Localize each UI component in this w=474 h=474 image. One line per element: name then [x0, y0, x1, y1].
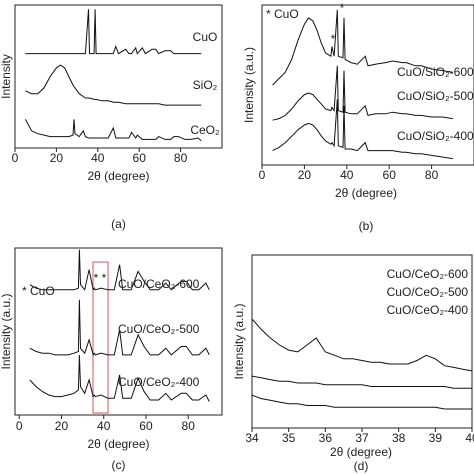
x-axis-label: 2θ (degree)	[87, 169, 149, 183]
xrd-curve	[29, 299, 210, 357]
x-tick-label: 80	[182, 419, 196, 433]
plot-frame	[14, 4, 223, 149]
series-label: CuO/CeO₂-400	[118, 375, 200, 389]
x-tick-label: 60	[139, 419, 153, 433]
series-label: CuO	[193, 30, 218, 44]
annotation: *	[340, 1, 345, 15]
panel-label: (b)	[359, 219, 374, 233]
x-tick-label: 34	[245, 431, 259, 445]
x-tick-label: 60	[383, 168, 397, 182]
y-axis-label: Intensity (a.u.)	[242, 47, 256, 123]
y-axis-label: Intensity (a.u.)	[0, 293, 13, 369]
panel-label: (a)	[111, 217, 126, 231]
x-tick-label: 38	[392, 431, 406, 445]
series-label: CuO/CeO₂-600	[118, 277, 200, 291]
series-label: CuO/CeO₂-500	[118, 322, 200, 336]
x-tick-label: 36	[319, 431, 333, 445]
xrd-curve	[251, 375, 472, 389]
x-tick-label: 20	[50, 151, 64, 165]
y-axis-label: Intensity (a.u.)	[232, 303, 246, 379]
annotation: *	[331, 32, 336, 46]
x-axis-label: 2θ (degree)	[330, 445, 392, 459]
annotation: * CuO	[22, 284, 55, 298]
xrd-curve	[29, 354, 210, 402]
panel-label: (d)	[354, 459, 369, 473]
series-label: CuO/CeO₂-600	[387, 267, 469, 281]
x-tick-label: 40	[465, 431, 474, 445]
xrd-curve	[251, 318, 473, 372]
xrd-curve	[272, 9, 453, 86]
highlight-box	[92, 261, 109, 414]
x-tick-label: 35	[282, 431, 296, 445]
x-tick-label: 40	[91, 151, 105, 165]
x-tick-label: 39	[429, 431, 443, 445]
xrd-curve	[29, 249, 210, 292]
series-label: CuO/SiO₂-400	[397, 129, 474, 143]
x-axis-label: 2θ (degree)	[87, 437, 149, 451]
x-axis-label: 2θ (degree)	[335, 186, 397, 200]
plot-frame	[261, 4, 474, 166]
xrd-curve	[251, 394, 472, 410]
x-tick-label: 80	[174, 151, 188, 165]
panel-label: (c)	[112, 458, 126, 472]
x-tick-label: 0	[259, 168, 266, 182]
x-tick-label: 20	[298, 168, 312, 182]
x-tick-label: 60	[133, 151, 147, 165]
xrd-curve	[272, 99, 453, 160]
xrd-curve	[25, 64, 202, 106]
x-tick-label: 80	[425, 168, 439, 182]
x-tick-label: 37	[355, 431, 369, 445]
series-label: CuO/SiO₂-500	[397, 89, 474, 103]
series-label: CuO/CeO₂-400	[387, 303, 469, 317]
x-tick-label: 40	[340, 168, 354, 182]
xrd-curve	[24, 119, 202, 142]
annotation: * CuO	[266, 7, 299, 21]
y-axis-label: Intensity	[0, 54, 13, 99]
series-label: CuO/CeO₂-500	[387, 285, 469, 299]
series-label: SiO₂	[193, 78, 218, 92]
series-label: CuO/SiO₂-600	[397, 65, 474, 79]
x-tick-label: 40	[97, 419, 111, 433]
xrd-curve	[25, 9, 202, 55]
plot-frame	[14, 247, 223, 416]
x-tick-label: 0	[16, 419, 23, 433]
x-tick-label: 20	[55, 419, 69, 433]
xrd-curve	[272, 65, 453, 121]
x-tick-label: 0	[12, 151, 19, 165]
series-label: CeO₂	[190, 123, 220, 137]
annotation: * *	[94, 271, 107, 285]
